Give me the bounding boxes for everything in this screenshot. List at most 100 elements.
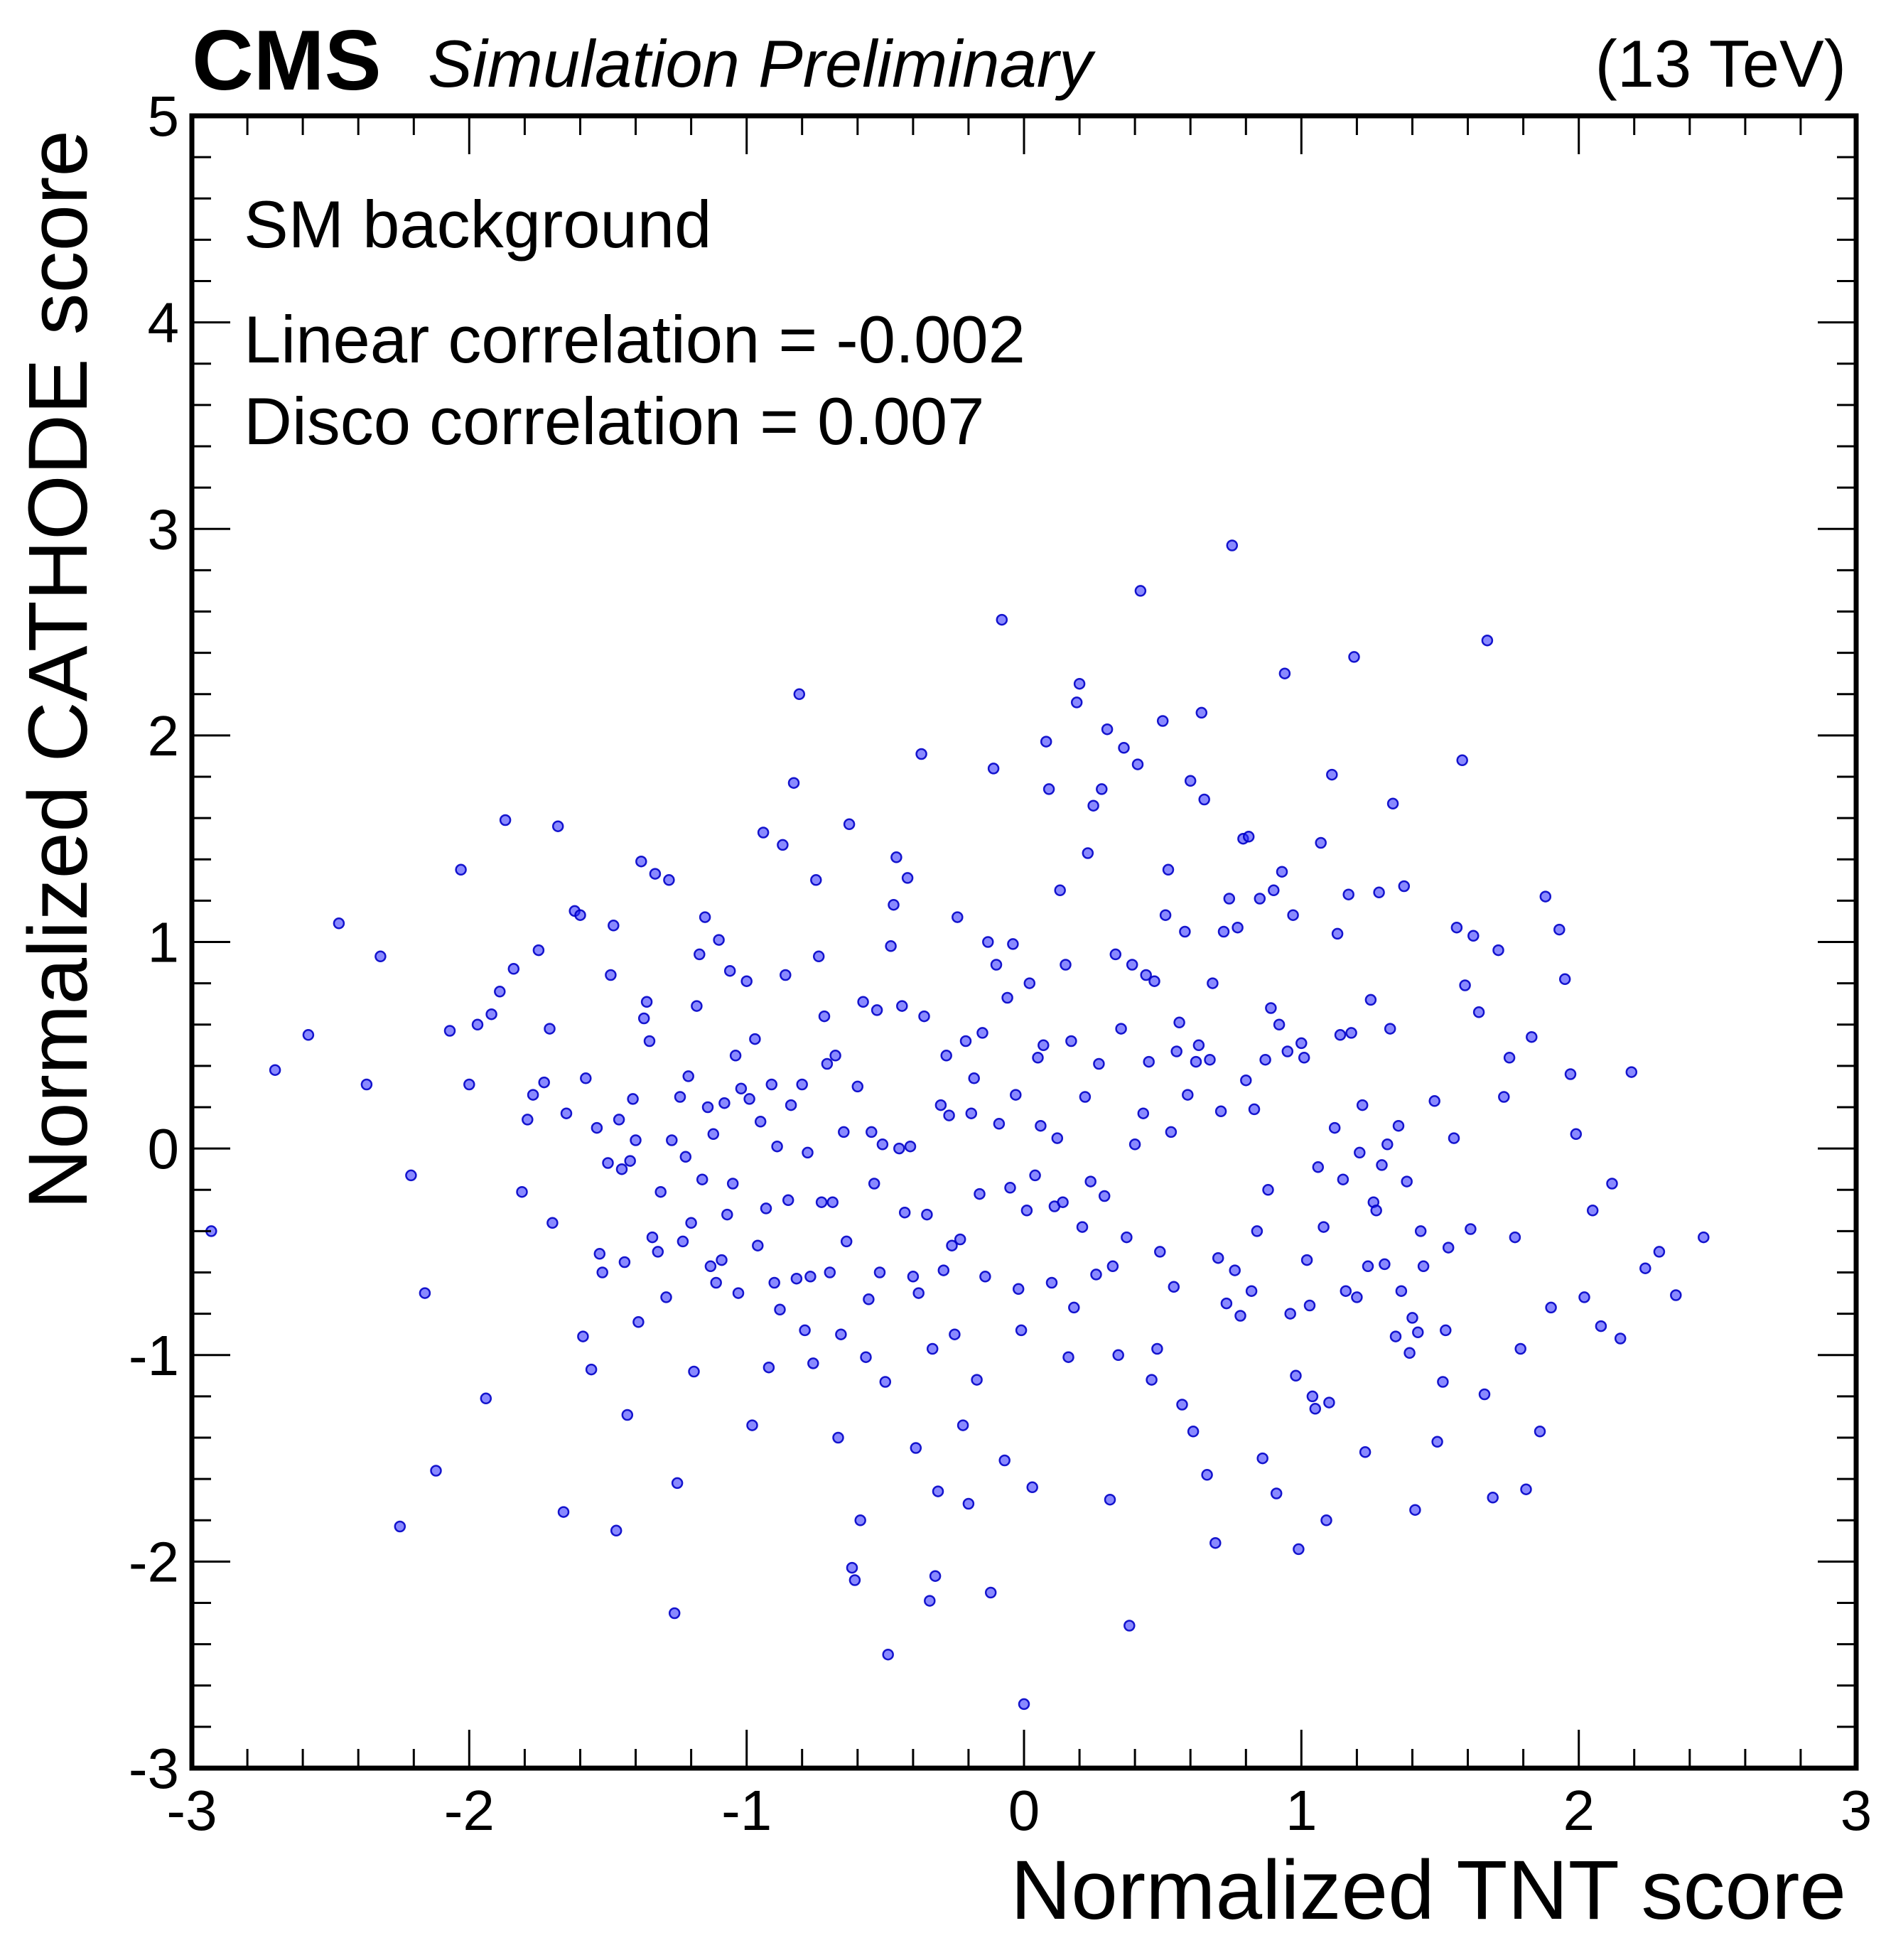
data-point [876,1138,889,1151]
data-point [602,1157,614,1169]
data-point [1498,1091,1510,1103]
data-point [1492,944,1504,957]
data-point [1073,677,1086,690]
data-point [932,1485,944,1497]
data-point [557,1506,570,1518]
data-point [1001,991,1013,1004]
data-point [1118,742,1130,754]
data-point [1386,797,1399,810]
data-point [1348,651,1360,663]
data-point [1431,1436,1443,1448]
data-point [1012,1283,1025,1296]
data-point [1514,1342,1526,1355]
data-point [888,898,900,911]
data-point [635,855,647,868]
data-point [1334,1029,1347,1041]
data-point [527,1089,539,1101]
data-point [1223,893,1236,905]
data-point [1356,1099,1369,1111]
data-point [1032,1052,1044,1064]
data-point [1698,1231,1710,1244]
data-point [574,909,586,921]
data-point [829,1050,841,1062]
x-tick-label: 3 [1841,1779,1872,1842]
data-point [1214,1105,1227,1118]
data-point [910,1442,922,1454]
data-point [971,1374,983,1386]
data-point [863,1293,875,1305]
data-point [1106,1260,1119,1273]
x-axis-title: Normalized TNT score [1011,1843,1846,1937]
data-point [1104,1493,1116,1506]
data-point [1192,1039,1205,1052]
data-point [1570,1128,1583,1141]
data-point [1112,1349,1124,1362]
data-point [1606,1178,1618,1190]
data-point [1345,1027,1357,1039]
data-point [780,969,792,981]
data-point [793,688,806,701]
data-point [1156,715,1169,727]
data-point [721,1208,733,1221]
data-point [507,963,520,975]
data-point [1487,1492,1499,1504]
data-point [729,1050,742,1062]
data-point [754,1116,767,1128]
data-point [1456,754,1468,767]
data-point [1038,1039,1050,1052]
data-point [1320,1514,1332,1526]
x-tick-label: -1 [721,1779,772,1842]
data-point [1065,1035,1077,1048]
data-point [419,1287,431,1299]
data-point [976,1027,988,1039]
data-point [551,820,564,832]
data-point [624,1155,636,1167]
data-point [1217,925,1230,938]
data-point [615,1163,628,1175]
data-point [1342,888,1354,900]
data-point [1151,1342,1163,1355]
data-point [1315,836,1327,849]
data-point [1595,1320,1607,1332]
data-point [904,1140,917,1153]
data-point [765,1078,778,1091]
data-point [716,1254,728,1266]
data-point [1412,1326,1424,1339]
data-point [1220,1297,1233,1310]
data-point [471,1018,484,1031]
data-point [1173,1016,1185,1029]
data-point [818,1010,831,1023]
y-tick-label: 0 [148,1117,180,1180]
data-point [668,1607,681,1620]
data-point [1062,1351,1074,1363]
data-point [1159,909,1172,921]
data-point [838,1126,850,1138]
data-point [1639,1262,1651,1274]
data-point [1023,977,1036,989]
y-tick-label: -3 [129,1737,179,1800]
data-point [585,1363,598,1376]
data-point [1384,1023,1396,1035]
data-point [1281,1045,1294,1057]
data-point [704,1260,717,1273]
data-point [1254,893,1266,905]
data-point [544,1023,556,1035]
data-point [522,1114,534,1126]
data-point [1478,1388,1491,1401]
data-point [1242,831,1255,843]
data-point [1586,1205,1599,1217]
data-point [546,1217,559,1229]
data-point [1373,886,1385,899]
x-tick-label: -2 [444,1779,495,1842]
data-point [718,1097,731,1109]
data-point [1287,909,1299,921]
data-point [333,917,345,930]
data-point [1148,975,1160,987]
data-point [1256,1452,1268,1465]
data-point [1403,1347,1416,1359]
data-point [763,1361,775,1374]
data-point [832,1431,844,1444]
data-point [643,1035,656,1048]
data-point [577,1330,589,1342]
data-point [882,1648,894,1661]
